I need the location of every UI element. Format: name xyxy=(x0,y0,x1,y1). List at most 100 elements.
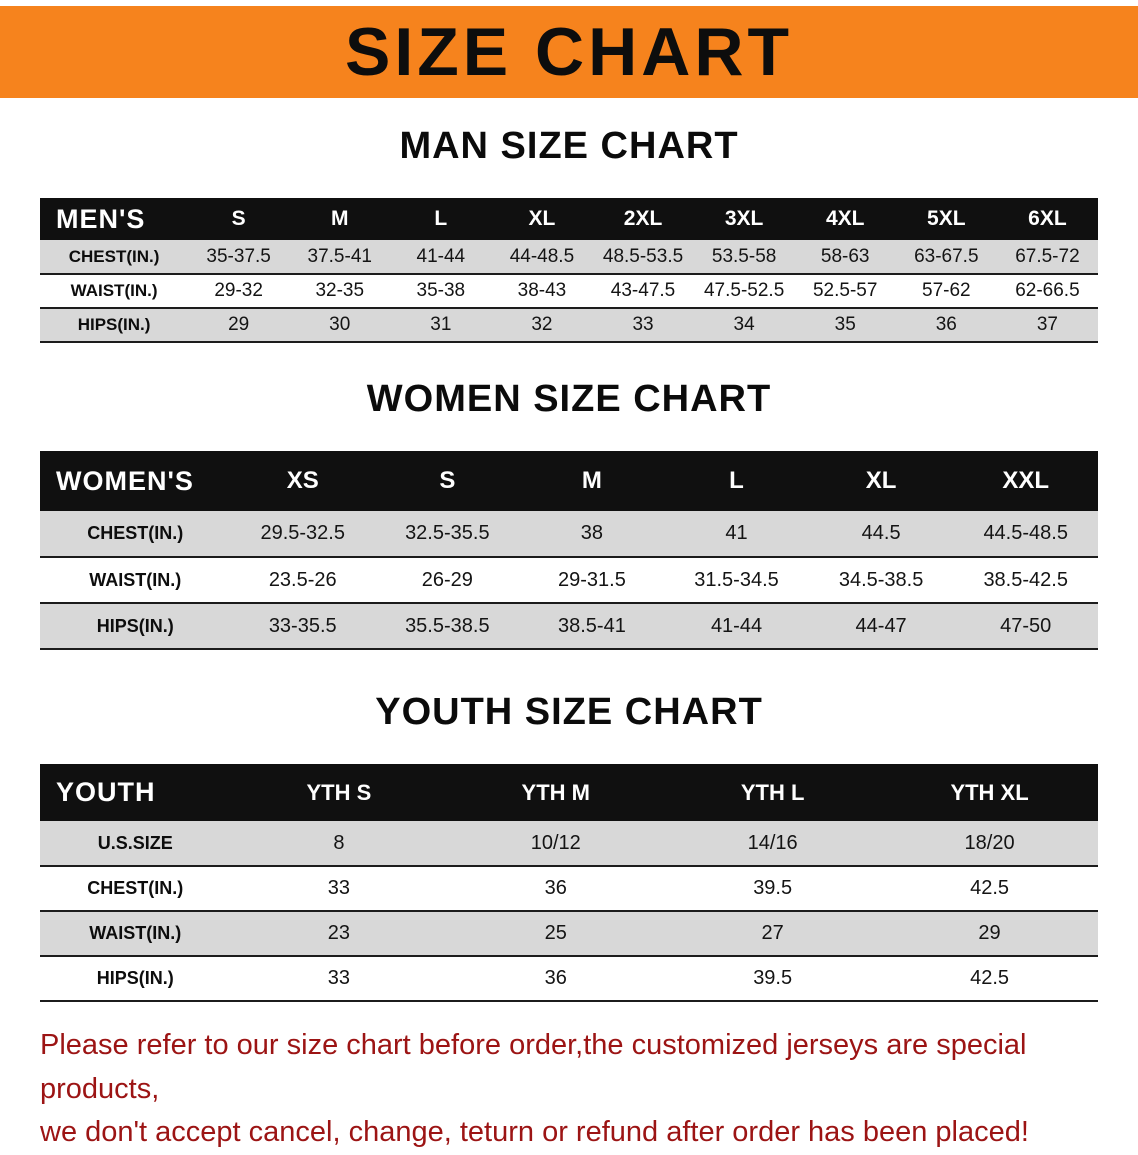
size-chart-banner: SIZE CHART xyxy=(0,6,1138,98)
column-header-cell: YTH M xyxy=(447,764,665,821)
table-row: WAIST(IN.) 23.5-26 26-29 29-31.5 31.5-34.5 34… xyxy=(40,557,1098,603)
column-header-cell: 3XL xyxy=(693,198,795,240)
value-cell: 53.5-58 xyxy=(711,245,777,267)
row-label-cell: CHEST(IN.) xyxy=(87,523,184,543)
column-header-cell: L xyxy=(390,198,492,240)
value-cell: 34 xyxy=(733,314,755,335)
row-label-cell: CHEST(IN.) xyxy=(68,246,160,266)
value-cell: 34.5-38.5 xyxy=(838,568,924,591)
table-label-cell: YOUTH xyxy=(40,764,231,821)
value-cell: 35 xyxy=(834,314,856,335)
value-cell: 39.5 xyxy=(753,967,793,989)
value-cell: 31 xyxy=(430,314,452,335)
table-row: HIPS(IN.) 29 30 31 32 33 34 35 36 37 xyxy=(40,308,1098,342)
value-cell: 41-44 xyxy=(710,614,763,637)
table-row: WAIST(IN.) 29-32 32-35 35-38 38-43 43-47.5 47.… xyxy=(40,274,1098,308)
value-cell: 38 xyxy=(580,522,604,544)
column-header-cell: M xyxy=(519,451,665,511)
value-cell: 47-50 xyxy=(1000,614,1052,637)
row-label-cell: HIPS(IN.) xyxy=(96,615,174,636)
value-cell: 32.5-35.5 xyxy=(405,522,490,544)
column-header-cell: S xyxy=(375,451,520,511)
value-cell: 63-67.5 xyxy=(914,245,979,267)
table-row: HIPS(IN.) 33 36 39.5 42.5 xyxy=(40,956,1098,1001)
table-row: CHEST(IN.) 35-37.5 37.5-41 41-44 44-48.5 48.5… xyxy=(40,240,1098,274)
row-label-cell: HIPS(IN.) xyxy=(77,315,151,334)
value-cell: 29.5-32.5 xyxy=(260,522,345,544)
table-label-cell: WOMEN'S xyxy=(40,451,231,511)
footer-line-2: we don't accept cancel, change, teturn o… xyxy=(40,1116,1029,1148)
value-cell: 48.5-53.5 xyxy=(602,245,684,267)
youth-size-table: YOUTH YTH S YTH M YTH L YTH XL U.S.SIZE 8 10/12… xyxy=(40,764,1098,1002)
value-cell: 23 xyxy=(327,922,350,944)
value-cell: 33 xyxy=(327,877,350,899)
value-cell: 32-35 xyxy=(315,280,365,301)
value-cell: 25 xyxy=(544,922,567,944)
column-header-cell: 5XL xyxy=(895,198,997,240)
value-cell: 41 xyxy=(725,522,748,544)
row-label-cell: WAIST(IN.) xyxy=(89,923,182,943)
value-cell: 29-31.5 xyxy=(558,568,626,591)
value-cell: 29 xyxy=(228,314,250,335)
footer-note: Please refer to our size chart before or… xyxy=(40,1024,1098,1155)
value-cell: 23.5-26 xyxy=(268,568,337,591)
value-cell: 38-43 xyxy=(517,280,567,301)
banner-title: SIZE CHART xyxy=(345,14,793,90)
column-header-cell: M xyxy=(289,198,391,240)
value-cell: 33 xyxy=(327,967,350,989)
value-cell: 44-47 xyxy=(855,614,907,637)
column-header-cell: 4XL xyxy=(794,198,896,240)
youth-section-heading: YOUTH SIZE CHART xyxy=(375,691,763,733)
column-header-cell: 6XL xyxy=(996,198,1098,240)
value-cell: 33 xyxy=(632,314,654,335)
value-cell: 33-35.5 xyxy=(268,614,337,637)
value-cell: 31.5-34.5 xyxy=(694,568,779,591)
value-cell: 30 xyxy=(329,314,351,335)
row-label-cell: WAIST(IN.) xyxy=(70,281,158,300)
value-cell: 18/20 xyxy=(964,831,1015,854)
table-row: CHEST(IN.) 33 36 39.5 42.5 xyxy=(40,866,1098,911)
value-cell: 36 xyxy=(935,314,957,335)
value-cell: 47.5-52.5 xyxy=(703,280,785,301)
value-cell: 41-44 xyxy=(416,245,466,267)
value-cell: 44-48.5 xyxy=(509,245,575,267)
value-cell: 67.5-72 xyxy=(1015,245,1080,267)
footer-line-1: Please refer to our size chart before or… xyxy=(40,1029,1027,1105)
column-header-cell: XL xyxy=(808,451,954,511)
table-header-row: YOUTH YTH S YTH M YTH L YTH XL xyxy=(40,764,1098,821)
value-cell: 52.5-57 xyxy=(812,280,878,301)
man-section-heading: MAN SIZE CHART xyxy=(399,125,739,167)
value-cell: 42.5 xyxy=(970,967,1010,989)
value-cell: 27 xyxy=(761,922,784,944)
column-header-cell: L xyxy=(664,451,809,511)
value-cell: 37 xyxy=(1036,314,1058,335)
value-cell: 38.5-42.5 xyxy=(983,568,1068,591)
row-label-cell: CHEST(IN.) xyxy=(87,878,184,898)
value-cell: 35-37.5 xyxy=(206,245,271,267)
column-header-cell: XL xyxy=(491,198,593,240)
column-header-cell: YTH XL xyxy=(881,764,1098,821)
column-header-cell: S xyxy=(188,198,290,240)
table-label-cell: MEN'S xyxy=(40,198,189,240)
value-cell: 57-62 xyxy=(922,280,971,301)
table-row: U.S.SIZE 8 10/12 14/16 18/20 xyxy=(40,821,1098,866)
value-cell: 36 xyxy=(544,967,567,989)
value-cell: 44.5 xyxy=(861,522,901,544)
row-label-cell: U.S.SIZE xyxy=(97,832,173,853)
value-cell: 36 xyxy=(544,877,567,899)
value-cell: 39.5 xyxy=(753,877,793,899)
value-cell: 62-66.5 xyxy=(1015,280,1080,301)
value-cell: 8 xyxy=(333,831,345,854)
value-cell: 35.5-38.5 xyxy=(405,614,490,637)
value-cell: 58-63 xyxy=(820,245,870,267)
value-cell: 38.5-41 xyxy=(558,614,626,637)
value-cell: 44.5-48.5 xyxy=(983,522,1068,544)
column-header-cell: YTH S xyxy=(230,764,448,821)
row-label-cell: HIPS(IN.) xyxy=(96,968,174,988)
table-header-row: MEN'S S M L XL 2XL 3XL 4XL 5XL 6XL xyxy=(40,198,1098,240)
column-header-cell: 2XL xyxy=(592,198,694,240)
column-header-cell: XS xyxy=(230,451,376,511)
table-row: CHEST(IN.) 29.5-32.5 32.5-35.5 38 41 44.5 44.5… xyxy=(40,511,1098,557)
row-label-cell: WAIST(IN.) xyxy=(89,569,182,590)
men-size-table: MEN'S S M L XL 2XL 3XL 4XL 5XL 6XL CHEST(IN.) 35-37… xyxy=(40,198,1098,343)
